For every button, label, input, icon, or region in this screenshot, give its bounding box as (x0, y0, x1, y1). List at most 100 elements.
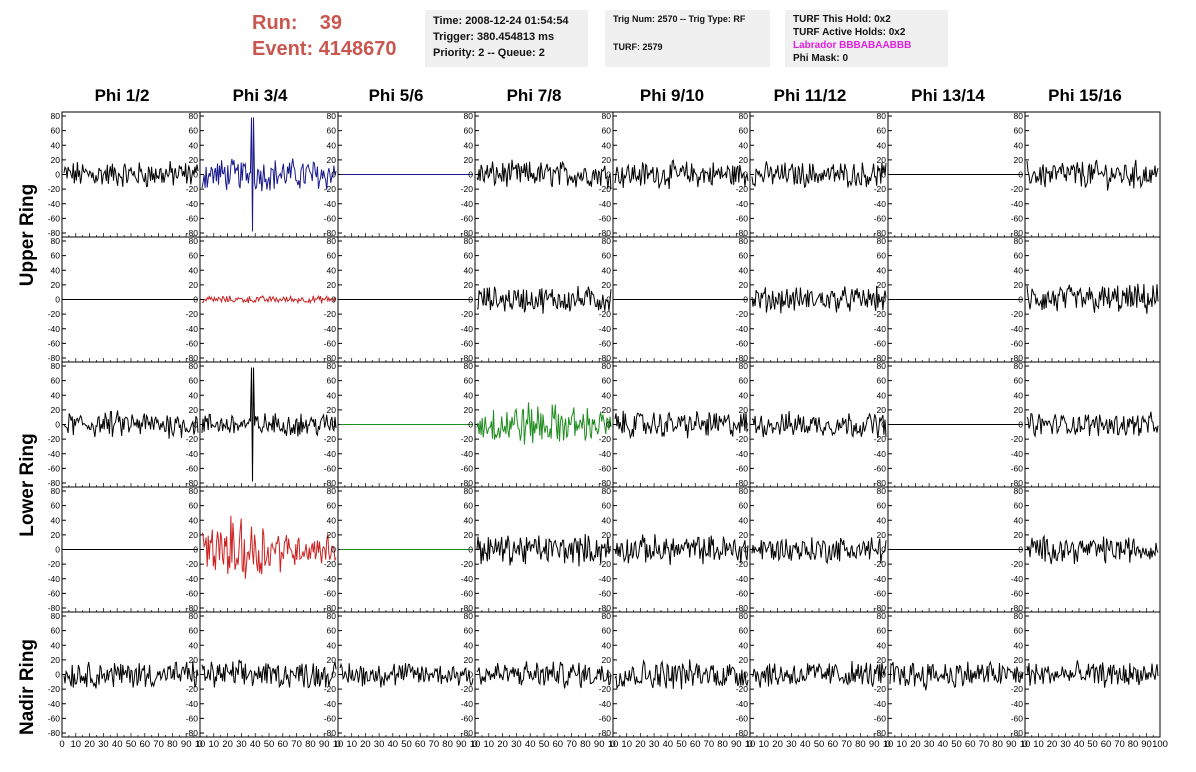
y-tick-label: -80 (461, 478, 474, 488)
y-tick-label: -60 (48, 463, 61, 473)
x-tick-label: 0 (747, 739, 752, 750)
y-tick-label: 40 (1014, 640, 1024, 650)
y-tick-label: 40 (1014, 140, 1024, 150)
y-tick-label: 20 (189, 655, 199, 665)
y-tick-label: 0 (193, 170, 198, 180)
y-tick-label: 40 (51, 265, 61, 275)
column-label-phi-13-14: Phi 13/14 (911, 86, 985, 105)
y-tick-label: 60 (464, 251, 474, 261)
run-event-header: Run: 39 Event: 4148670 (252, 10, 397, 62)
y-tick-label: 0 (55, 295, 60, 305)
y-tick-label: 40 (189, 390, 199, 400)
x-tick-label: 70 (979, 739, 990, 750)
y-tick-label: 20 (602, 655, 612, 665)
y-tick-label: 40 (602, 390, 612, 400)
x-tick-label: 10 (759, 739, 770, 750)
x-tick-label: 20 (910, 739, 921, 750)
y-tick-label: -60 (461, 338, 474, 348)
y-tick-label: -40 (1011, 324, 1024, 334)
x-tick-label: 60 (1101, 739, 1112, 750)
y-tick-label: -60 (186, 213, 199, 223)
x-tick-label: 50 (676, 739, 687, 750)
x-tick-label: 70 (153, 739, 164, 750)
y-tick-label: -80 (461, 603, 474, 613)
y-tick-label: -40 (186, 574, 199, 584)
y-tick-label: 40 (189, 515, 199, 525)
y-tick-label: -20 (186, 684, 199, 694)
y-tick-label: 60 (1014, 501, 1024, 511)
x-tick-label: 80 (992, 739, 1003, 750)
y-tick-label: 20 (1014, 405, 1024, 415)
y-tick-label: -40 (461, 699, 474, 709)
y-tick-label: 60 (1014, 626, 1024, 636)
y-tick-label: 0 (331, 670, 336, 680)
y-tick-label: -60 (599, 463, 612, 473)
x-tick-label: 60 (553, 739, 564, 750)
y-tick-label: -80 (874, 728, 887, 738)
panel-r1-c4: -80 -60 -40 -20 0 20 40 60 80 (599, 236, 751, 363)
x-tick-label: 40 (938, 739, 949, 750)
y-tick-label: 20 (602, 280, 612, 290)
y-tick-label: -40 (874, 199, 887, 209)
y-tick-label: -20 (186, 184, 199, 194)
x-tick-label: 0 (59, 739, 64, 750)
x-tick-label: 80 (305, 739, 316, 750)
y-tick-label: 80 (1014, 611, 1024, 621)
y-tick-label: 60 (1014, 251, 1024, 261)
y-tick-label: -80 (461, 353, 474, 363)
x-tick-label: 60 (415, 739, 426, 750)
y-tick-label: 0 (881, 670, 886, 680)
y-tick-label: -80 (874, 603, 887, 613)
y-tick-label: 0 (881, 545, 886, 555)
y-tick-label: -80 (736, 603, 749, 613)
x-tick-label: 70 (1114, 739, 1125, 750)
y-tick-label: 80 (51, 361, 61, 371)
waveform-trace (614, 658, 749, 691)
waveform-trace (476, 285, 612, 314)
y-tick-label: 20 (877, 530, 887, 540)
y-tick-label: 60 (51, 501, 61, 511)
x-tick-label: 90 (869, 739, 880, 750)
y-tick-label: -40 (599, 699, 612, 709)
y-tick-label: 80 (327, 486, 337, 496)
y-tick-label: 0 (331, 295, 336, 305)
x-tick-label: 10 (333, 739, 344, 750)
y-tick-label: -20 (48, 434, 61, 444)
y-tick-label: 60 (877, 626, 887, 636)
y-tick-label: 60 (602, 376, 612, 386)
column-label-phi-1-2: Phi 1/2 (94, 86, 150, 105)
y-tick-label: 40 (1014, 515, 1024, 525)
y-tick-label: 0 (468, 170, 473, 180)
panel-r2-c2: -80 -60 -40 -20 0 20 40 60 80 (324, 361, 476, 488)
x-tick-label: 20 (772, 739, 783, 750)
y-tick-label: 80 (464, 611, 474, 621)
y-tick-label: 0 (193, 295, 198, 305)
y-tick-label: -60 (461, 463, 474, 473)
y-tick-label: 20 (1014, 530, 1024, 540)
panel-r4-c0: -80 -60 -40 -20 0 20 40 60 80 (48, 611, 201, 738)
x-tick-label: 0 (885, 739, 890, 750)
x-tick-label: 30 (236, 739, 247, 750)
y-tick-label: 20 (602, 405, 612, 415)
y-tick-label: 0 (468, 545, 473, 555)
y-tick-label: 60 (602, 126, 612, 136)
y-tick-label: -60 (874, 338, 887, 348)
panel-frame (1024, 361, 1161, 488)
y-tick-label: -40 (1011, 574, 1024, 584)
panel-r2-c4: -80 -60 -40 -20 0 20 40 60 80 (599, 361, 751, 488)
y-tick-label: 20 (189, 280, 199, 290)
y-tick-label: 80 (602, 486, 612, 496)
y-tick-label: 60 (877, 251, 887, 261)
y-tick-label: -40 (599, 574, 612, 584)
y-tick-label: -40 (186, 199, 199, 209)
y-tick-label: -40 (461, 324, 474, 334)
y-tick-label: -80 (186, 353, 199, 363)
y-tick-label: -20 (599, 434, 612, 444)
y-tick-label: -80 (324, 353, 337, 363)
y-tick-label: -60 (461, 713, 474, 723)
y-tick-label: 80 (327, 111, 337, 121)
y-tick-label: 60 (327, 626, 337, 636)
y-tick-label: 40 (464, 640, 474, 650)
y-tick-label: 80 (51, 111, 61, 121)
y-tick-label: 40 (739, 640, 749, 650)
